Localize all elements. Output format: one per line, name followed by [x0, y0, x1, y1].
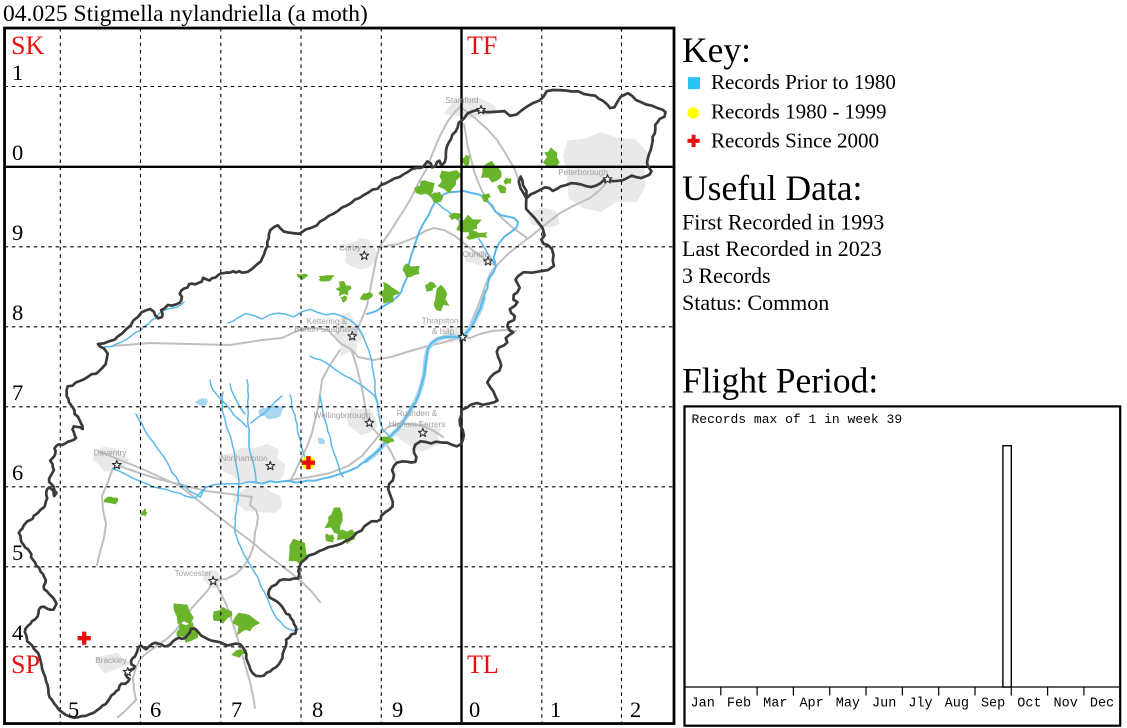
svg-text:8: 8 — [312, 697, 323, 722]
svg-text:Mar: Mar — [763, 697, 787, 712]
svg-text:Dec: Dec — [1090, 697, 1114, 712]
svg-text:Records 1980 - 1999: Records 1980 - 1999 — [711, 100, 887, 124]
svg-text:Records max of 1 in week 39: Records max of 1 in week 39 — [692, 412, 903, 427]
svg-text:Thrapston: Thrapston — [422, 317, 459, 326]
svg-text:Daventry: Daventry — [94, 449, 128, 458]
svg-text:SP: SP — [11, 650, 40, 679]
svg-text:Useful Data:: Useful Data: — [682, 168, 862, 208]
svg-text:Jun: Jun — [872, 697, 896, 712]
svg-text:First Recorded in 1993: First Recorded in 1993 — [682, 210, 884, 235]
svg-text:Higham Ferrers: Higham Ferrers — [389, 420, 446, 429]
svg-text:Feb: Feb — [727, 697, 751, 712]
svg-text:TF: TF — [467, 31, 497, 60]
svg-text:Records Prior to 1980: Records Prior to 1980 — [711, 70, 896, 94]
svg-text:9: 9 — [392, 697, 403, 722]
svg-text:7: 7 — [231, 697, 242, 722]
svg-text:0: 0 — [469, 697, 480, 722]
svg-text:Jan: Jan — [691, 697, 715, 712]
svg-text:8: 8 — [12, 300, 23, 325]
svg-text:Northampton: Northampton — [220, 454, 268, 463]
svg-text:Towcester: Towcester — [175, 569, 212, 578]
svg-text:Oct: Oct — [1017, 697, 1041, 712]
svg-text:Flight Period:: Flight Period: — [682, 361, 878, 401]
svg-text:Wellingborough: Wellingborough — [314, 411, 371, 420]
svg-text:Jly: Jly — [908, 697, 932, 712]
svg-text:7: 7 — [12, 380, 23, 405]
svg-text:Records Since 2000: Records Since 2000 — [711, 129, 879, 153]
svg-text:Barton Seagrave: Barton Seagrave — [294, 325, 356, 334]
svg-text:TL: TL — [467, 650, 499, 679]
svg-text:Kettering &: Kettering & — [307, 317, 348, 326]
svg-text:1: 1 — [12, 60, 23, 85]
svg-text:5: 5 — [68, 697, 79, 722]
svg-text:Apr: Apr — [799, 697, 823, 712]
svg-text:04.025 Stigmella nylandriella: 04.025 Stigmella nylandriella (a moth) — [3, 1, 368, 27]
svg-text:5: 5 — [12, 540, 23, 565]
svg-text:9: 9 — [12, 220, 23, 245]
svg-text:Corby: Corby — [339, 244, 362, 253]
svg-text:6: 6 — [150, 697, 161, 722]
svg-text:May: May — [836, 697, 860, 712]
svg-text:6: 6 — [12, 460, 23, 485]
svg-text:Status: Common: Status: Common — [682, 290, 829, 315]
svg-text:Peterborough: Peterborough — [558, 168, 608, 177]
svg-text:3 Records: 3 Records — [682, 263, 771, 288]
svg-text:Key:: Key: — [682, 30, 751, 70]
svg-text:SK: SK — [11, 31, 44, 60]
svg-text:Last Recorded in 2023: Last Recorded in 2023 — [682, 236, 882, 261]
svg-text:Oundle: Oundle — [463, 250, 490, 259]
svg-text:2: 2 — [630, 697, 641, 722]
svg-text:Rushden &: Rushden & — [397, 409, 438, 418]
svg-text:& Islip: & Islip — [432, 327, 455, 336]
svg-text:Nov: Nov — [1054, 697, 1078, 712]
svg-text:4: 4 — [12, 620, 23, 645]
svg-text:Brackley: Brackley — [95, 656, 127, 665]
svg-text:0: 0 — [12, 140, 23, 165]
svg-text:Aug: Aug — [945, 697, 969, 712]
svg-text:Sep: Sep — [981, 697, 1005, 712]
svg-text:Stamford: Stamford — [445, 96, 479, 105]
svg-text:1: 1 — [550, 697, 561, 722]
